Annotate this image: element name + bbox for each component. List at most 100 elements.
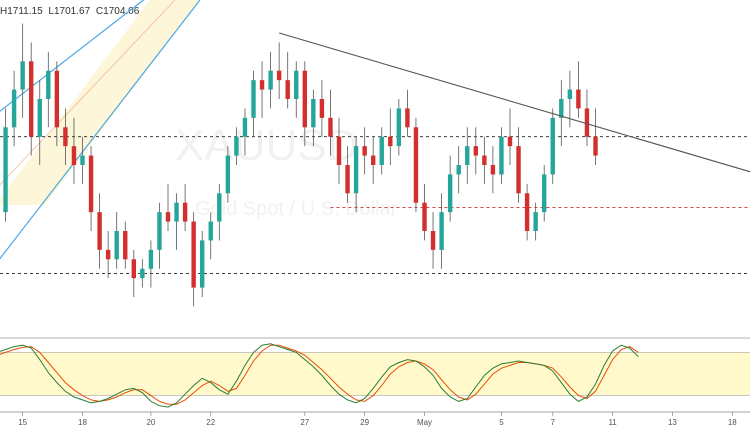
candle-body [456,165,461,175]
candle-13 [105,231,111,279]
x-tick-label: 11 [608,418,617,427]
candle-body [576,89,581,109]
candle-62 [524,183,530,241]
candle-body [259,80,265,90]
ohlc-readout: H1711.15 L1701.67 C1704.06 [0,6,142,17]
horizontal-levels [0,136,750,274]
candle-35 [294,61,299,118]
candle-56 [473,127,478,175]
candle-59 [499,127,504,184]
candle-48 [405,89,410,137]
x-tick-label: 22 [206,418,215,427]
candle-body [362,146,367,156]
x-tick-label: 18 [78,418,87,427]
candle-body [200,240,205,288]
candle-45 [379,127,384,175]
candle-61 [516,127,521,203]
candle-body [234,136,239,156]
trendline [278,32,750,173]
candle-body [465,146,470,165]
candle-42 [353,136,359,213]
x-tick-label: 15 [18,418,27,427]
candle-47 [396,99,402,156]
candle-body [507,136,513,147]
candle-body [157,212,162,250]
candle-body [345,165,350,194]
candle-16 [131,249,136,297]
candle-body [311,99,316,128]
candle-body [584,108,590,137]
channel-lower-line [0,0,201,260]
candle-body [439,212,444,250]
candle-body [559,99,564,118]
candle-12 [97,193,102,269]
candle-body [20,61,25,90]
candle-body [165,212,171,222]
candle-3 [20,23,25,118]
candle-body [490,165,496,175]
x-tick-label: 5 [499,418,504,427]
candle-body [131,259,136,279]
candle-41 [345,146,350,203]
candle-14 [114,212,119,269]
candle-30 [251,70,256,137]
candle-36 [302,61,307,147]
candle-body [413,127,419,203]
candle-body [182,202,188,222]
candle-18 [148,240,154,288]
candle-body [542,174,547,213]
candle-body [97,212,102,250]
candle-51 [430,212,436,269]
candle-70 [593,108,598,165]
candle-53 [447,155,453,222]
candle-body [123,231,128,260]
candle-66 [559,80,564,147]
candle-body [482,155,487,165]
candle-57 [482,136,487,184]
candle-body [379,136,384,165]
candle-body [3,127,8,213]
candle-43 [362,127,367,175]
watermark: XAUUSD Gold Spot / U.S. Dollar [175,121,398,220]
candle-1 [3,108,8,222]
candle-body [80,155,85,165]
candle-body [302,70,307,128]
candle-body [242,117,248,137]
candle-49 [413,117,419,213]
candle-11 [88,146,94,231]
resistance-trendline [278,32,750,173]
candle-body [405,108,410,128]
candle-52 [439,193,444,269]
candle-body [473,146,478,156]
candle-body [285,80,290,99]
candle-28 [234,127,239,165]
candle-68 [576,61,581,118]
candle-31 [259,61,265,118]
candle-body [63,127,68,147]
candle-body [353,146,359,194]
x-tick-label: 13 [668,418,677,427]
candle-2 [11,70,17,147]
candle-body [71,146,77,165]
x-tick-label: 29 [360,418,369,427]
candle-body [593,136,598,156]
x-tick-label: 18 [728,418,737,427]
candle-body [550,117,555,175]
candle-37 [311,89,316,147]
candle-19 [157,202,162,269]
candle-body [319,99,325,118]
candle-29 [242,108,248,156]
candle-17 [140,259,145,288]
candle-9 [71,117,77,184]
candle-55 [465,127,470,184]
candle-26 [217,183,222,241]
candle-40 [336,117,342,184]
candle-body [37,99,42,137]
candle-body [191,221,196,288]
candle-46 [388,108,393,165]
channel-fill [0,0,200,205]
candle-body [336,136,342,165]
price-channel [0,0,201,260]
close-value: C1704.06 [95,6,140,17]
